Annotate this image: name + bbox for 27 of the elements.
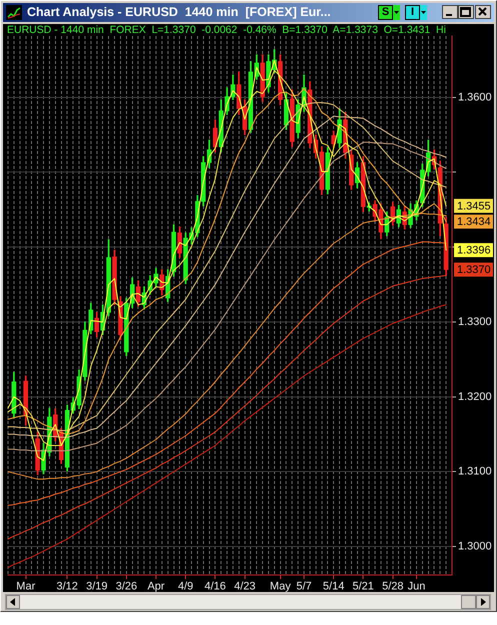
- y-tick-label: 1.3600: [458, 91, 492, 104]
- dropdown-button: S: [378, 5, 393, 20]
- x-tick-label: 3/19: [86, 580, 108, 593]
- x-tick-label: 5/14: [322, 580, 344, 593]
- dropdown-button: I: [405, 5, 420, 20]
- y-tick-label: 1.3200: [458, 390, 492, 403]
- annotation: 1.3370: [457, 264, 491, 276]
- x-tick-label: Apr: [147, 580, 165, 593]
- x-tick-label: Jun: [408, 580, 426, 593]
- y-tick-label: 1.3000: [458, 540, 492, 553]
- x-tick-label: 4/23: [234, 580, 256, 593]
- y-tick-label: 1.3100: [458, 466, 492, 478]
- x-tick-label: 3/12: [56, 580, 78, 593]
- chart-title: Chart Analysis - EURUSD 1440 min [FOREX] Eur...: [27, 4, 331, 21]
- x-tick-label: 4/16: [204, 580, 226, 593]
- x-tick-label: 5/7: [296, 580, 312, 593]
- y-tick-label: 1.3300: [458, 316, 492, 328]
- annotation: 1.3455: [457, 200, 491, 212]
- annotation: 1.3434: [457, 216, 491, 228]
- x-tick-label: May: [270, 580, 292, 593]
- x-tick-label: 4/9: [178, 580, 194, 593]
- x-tick-label: 5/28: [382, 580, 404, 593]
- x-tick-label: 5/21: [352, 580, 374, 593]
- chart-subtitle: EURUSD - 1440 min FOREX L=1.3370 -0.0062 -0.46% B=1.3370 A=1.3373 O=1.3431 Hi: [7, 24, 446, 36]
- x-tick-label: Mar: [16, 580, 36, 593]
- annotation: 1.3396: [457, 244, 491, 257]
- x-tick-label: 3/26: [116, 580, 138, 593]
